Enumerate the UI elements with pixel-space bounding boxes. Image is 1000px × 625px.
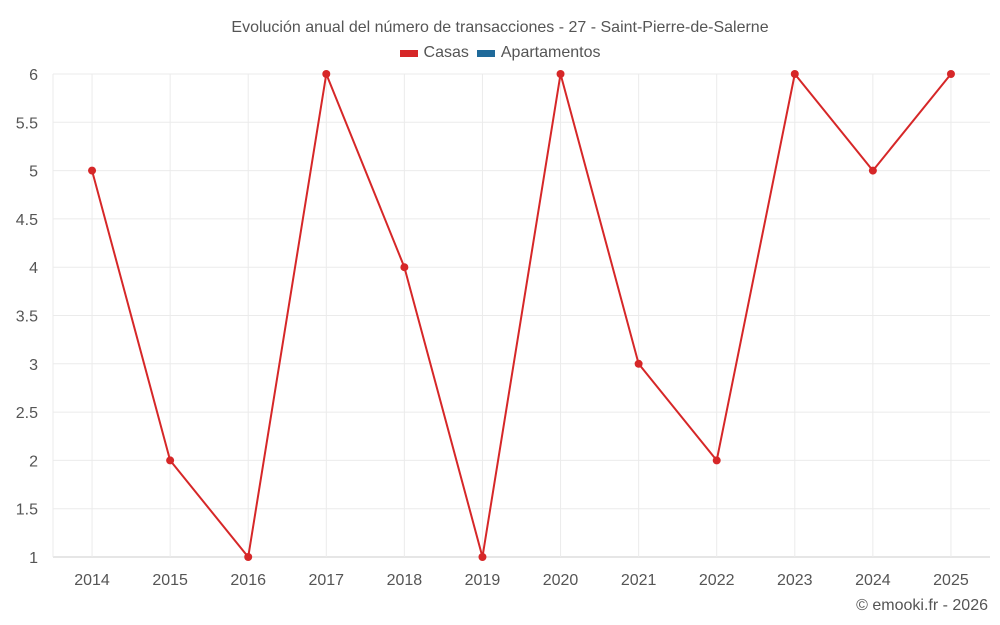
data-point[interactable] [556,70,565,78]
x-tick-label: 2017 [308,572,344,589]
y-tick-label: 1 [29,550,38,567]
x-tick-label: 2018 [387,572,423,589]
data-point[interactable] [946,70,955,78]
y-tick-label: 1.5 [16,502,38,519]
data-point[interactable] [478,553,487,561]
legend: Casas Apartamentos [0,44,1000,62]
x-tick-label: 2014 [74,572,110,589]
series [88,70,955,561]
data-point[interactable] [400,263,409,272]
footer-credit: © emooki.fr - 2026 [856,597,988,614]
series-line-casas [91,73,952,558]
x-tick-label: 2021 [621,572,657,589]
data-point[interactable] [790,70,799,78]
grid [52,73,990,558]
data-point[interactable] [868,166,877,175]
data-point[interactable] [244,553,253,561]
y-tick-label: 2.5 [16,405,38,422]
data-point[interactable] [166,456,175,465]
y-tick-label: 2 [29,453,38,470]
x-tick-label: 2023 [777,572,813,589]
axes: 1 1.5 2 2.5 3 3.5 4 4.5 5 5.5 6 2014 2015 2016 2017 201… [16,67,969,589]
legend-item-apartamentos[interactable]: Apartamentos [476,44,601,62]
data-point[interactable] [322,70,331,78]
y-tick-label: 4 [29,260,38,277]
data-point[interactable] [88,166,97,175]
y-tick-label: 3.5 [16,309,38,326]
data-point[interactable] [634,359,643,368]
x-tick-label: 2016 [230,572,266,589]
x-tick-label: 2022 [699,572,735,589]
legend-label-casas: Casas [423,44,469,61]
x-tick-label: 2019 [465,572,501,589]
x-tick-label: 2025 [933,572,969,589]
legend-swatch-casas [399,49,418,57]
y-tick-label: 5.5 [16,115,38,132]
y-tick-label: 6 [29,67,38,84]
y-tick-label: 3 [29,357,38,374]
chart-title: Evolución anual del número de transaccio… [231,19,768,36]
legend-swatch-apartamentos [476,49,495,57]
legend-label-apartamentos: Apartamentos [500,44,601,61]
y-tick-label: 5 [29,164,38,181]
y-tick-label: 4.5 [16,212,38,229]
legend-item-casas[interactable]: Casas [399,44,469,62]
x-tick-label: 2020 [543,572,579,589]
data-point[interactable] [712,456,721,465]
x-tick-label: 2024 [855,572,891,589]
x-tick-label: 2015 [152,572,188,589]
